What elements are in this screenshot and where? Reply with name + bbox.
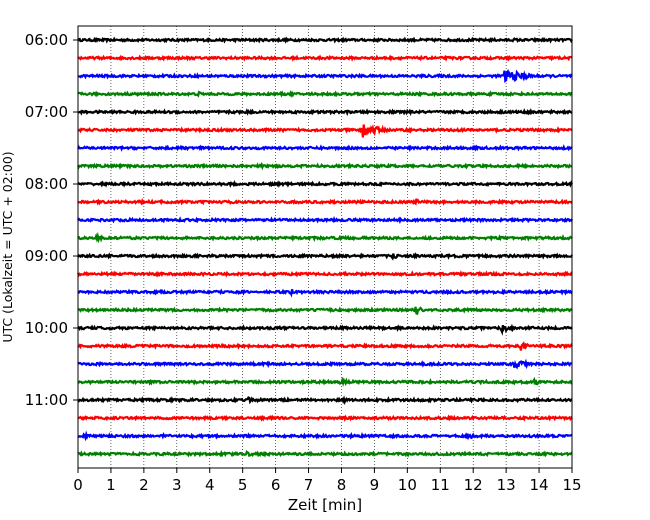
trace-1130 — [77, 430, 573, 442]
x-tick-label: 8 — [337, 476, 347, 494]
trace-1030 — [77, 358, 573, 370]
x-tick-label: 12 — [464, 476, 483, 494]
x-tick-label: 2 — [139, 476, 149, 494]
plot-background — [78, 26, 572, 468]
x-tick-label: 7 — [304, 476, 314, 494]
x-tick-label: 3 — [172, 476, 182, 494]
x-axis-label: Zeit [min] — [288, 496, 362, 514]
y-tick-label: 11:00 — [25, 391, 68, 409]
trace-1145 — [77, 449, 573, 458]
x-tick-label: 6 — [271, 476, 281, 494]
trace-1100 — [77, 395, 573, 406]
trace-0815 — [77, 197, 573, 206]
traces-group — [76, 36, 573, 458]
y-axis-label: UTC (Lokalzeit = UTC + 02:00) — [0, 151, 15, 342]
x-tick-label: 15 — [562, 476, 581, 494]
plot-frame — [77, 25, 573, 469]
x-tick-label: 5 — [238, 476, 248, 494]
trace-0800 — [77, 180, 573, 188]
x-tick-label: 13 — [497, 476, 516, 494]
trace-0630 — [77, 68, 573, 83]
trace-0715 — [77, 124, 573, 138]
y-tick-label: 08:00 — [25, 175, 68, 193]
x-tick-label: 0 — [73, 476, 83, 494]
x-tick-label: 10 — [398, 476, 417, 494]
trace-0930 — [77, 288, 573, 298]
trace-1115 — [77, 414, 573, 423]
x-tick-label: 14 — [530, 476, 549, 494]
y-axis-ticks: 06:00 07:00 08:00 09:00 10:00 11:00 — [25, 31, 78, 409]
trace-0900 — [77, 252, 573, 261]
trace-0845 — [77, 231, 573, 244]
trace-0745 — [77, 161, 573, 171]
trace-0700 — [77, 108, 573, 117]
trace-1045 — [77, 376, 573, 387]
trace-1015 — [77, 341, 573, 351]
y-tick-label: 10:00 — [25, 319, 68, 337]
y-tick-label: 07:00 — [25, 103, 68, 121]
x-axis-ticks: 0 1 2 3 4 5 6 7 8 9 10 11 12 13 14 15 — [73, 468, 582, 494]
x-tick-label: 4 — [205, 476, 215, 494]
trace-0600 — [77, 36, 573, 44]
trace-0730 — [77, 144, 573, 152]
trace-0945 — [77, 306, 573, 316]
y-tick-label: 09:00 — [25, 247, 68, 265]
trace-0615 — [77, 54, 573, 62]
trace-0915 — [76, 270, 573, 278]
y-tick-label: 06:00 — [25, 31, 68, 49]
x-tick-label: 9 — [370, 476, 380, 494]
trace-0645 — [77, 90, 573, 98]
trace-1000 — [77, 323, 573, 336]
trace-0830 — [77, 216, 573, 225]
x-tick-label: 11 — [431, 476, 450, 494]
x-tick-label: 1 — [106, 476, 116, 494]
